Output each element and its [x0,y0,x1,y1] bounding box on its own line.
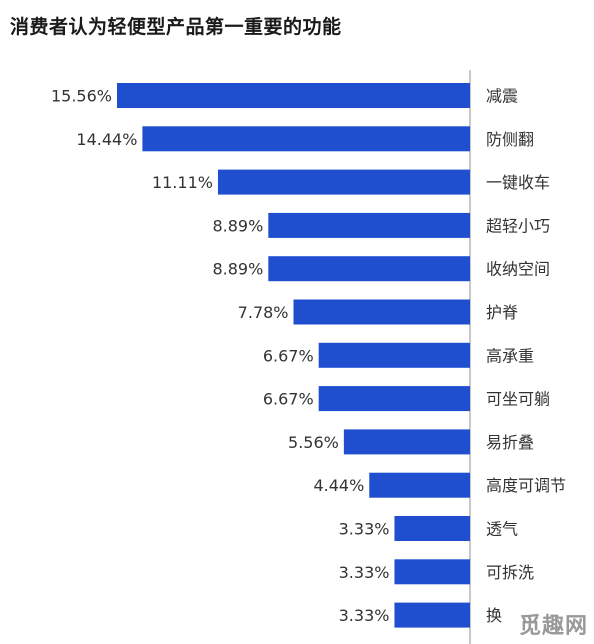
bar-2 [142,126,470,152]
value-label: 6.67% [263,346,314,365]
value-label: 3.33% [339,563,390,582]
value-label: 4.44% [313,476,364,495]
bar-9 [343,429,470,455]
bar-7 [318,342,470,368]
value-label: 11.11% [152,173,213,192]
category-label: 高度可调节 [486,476,566,495]
watermark: 觅趣网 [518,614,588,639]
value-label: 7.78% [238,303,289,322]
category-label: 减震 [486,87,518,106]
chart-title: 消费者认为轻便型产品第一重要的功能 [10,16,342,38]
category-label: 护脊 [486,303,518,322]
value-label: 14.44% [76,130,137,149]
value-label: 8.89% [212,216,263,235]
bar-12 [394,559,470,585]
bar-10 [369,472,470,498]
category-label: 可拆洗 [486,563,534,582]
value-label: 3.33% [339,520,390,539]
value-label: 15.56% [51,87,112,106]
bar-13 [394,602,470,628]
category-label: 防侧翻 [486,130,534,149]
bar-8 [318,386,470,412]
value-label: 8.89% [212,260,263,279]
bar-3 [217,169,470,195]
value-label: 5.56% [288,433,339,452]
category-label: 透气 [486,520,518,539]
value-label: 6.67% [263,390,314,409]
category-label: 超轻小巧 [486,216,550,235]
bar-1 [117,83,470,108]
category-label: 换 [486,606,502,625]
bars-layer: 15.56% 减震 14.44% 防侧翻 11.11% 一键收车 8.89% 超轻小巧 8.89… [51,83,566,628]
bar-4 [268,212,470,238]
category-label: 可坐可躺 [486,390,550,409]
value-label: 3.33% [339,606,390,625]
category-label: 高承重 [486,346,534,365]
category-label: 一键收车 [486,173,550,192]
bar-5 [268,256,470,282]
bar-6 [293,299,470,325]
bar-11 [394,516,470,541]
category-label: 易折叠 [486,433,534,452]
category-label: 收纳空间 [486,260,550,279]
